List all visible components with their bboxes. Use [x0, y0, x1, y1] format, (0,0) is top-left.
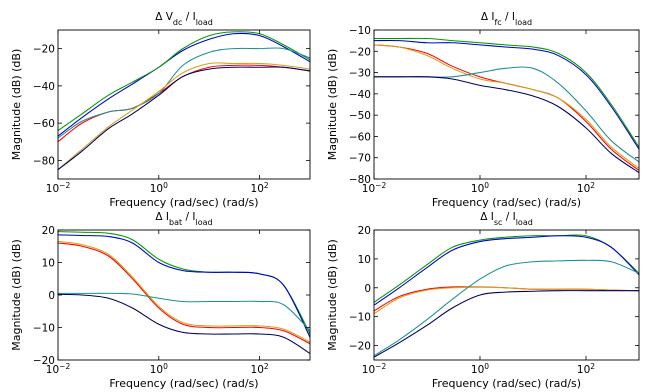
series-line-green [57, 31, 311, 132]
y-tick-label: −40 [349, 89, 371, 101]
y-tick-label: 10 [358, 254, 371, 266]
x-tick-label: 10−2 [46, 362, 71, 377]
series-line-orange [373, 44, 640, 169]
series-line-green [57, 231, 311, 335]
y-axis-label: Magnitude (dB) (dB) [326, 49, 339, 161]
series-line-navy [373, 76, 640, 174]
subplot-title: Δ Isc / Iload [480, 211, 533, 227]
x-tick-label: 10−2 [362, 181, 387, 196]
plot-frame [57, 229, 311, 361]
series-line-orange [57, 62, 311, 171]
series-line-orange [57, 240, 311, 343]
series-line-green [373, 37, 640, 148]
series-line-navy [57, 293, 311, 355]
y-tick-label: −60 [349, 131, 371, 143]
series-line-red [57, 242, 311, 345]
x-tick-label: 100 [150, 181, 168, 196]
x-tick-label: 10−2 [362, 362, 387, 377]
series-line-blue [57, 234, 311, 338]
y-axis-label: Magnitude (dB) (dB) [326, 239, 339, 351]
y-tick-label: 0 [364, 283, 371, 295]
y-tick-label: −40 [33, 81, 55, 93]
y-tick-label: −30 [349, 68, 371, 80]
y-tick-label: −20 [349, 46, 371, 58]
x-tick-label: 100 [471, 362, 489, 377]
y-tick-label: −20 [33, 44, 55, 56]
plot-frame [373, 29, 640, 180]
x-tick-label: 102 [577, 181, 595, 196]
series-line-green [373, 234, 640, 303]
series-group [373, 37, 640, 174]
x-tick-label: 102 [577, 362, 595, 377]
series-line-orange [373, 286, 640, 315]
x-tick-label: 102 [251, 362, 269, 377]
series-line-teal [57, 292, 311, 332]
series-group [57, 31, 311, 171]
x-axis-label: Frequency (rad/sec) (rad/s) [432, 377, 581, 390]
x-tick-label: 102 [251, 181, 269, 196]
subplot-isc: Δ Isc / Iload −20 −10 0 10 20 10−2 100 102 Freq… [326, 211, 640, 390]
series-line-teal [57, 47, 311, 139]
plot-frame [57, 29, 311, 180]
series-line-blue [373, 39, 640, 150]
series-group [373, 234, 640, 358]
y-tick-label: −70 [349, 153, 371, 165]
y-tick-label: −10 [349, 312, 371, 324]
series-line-blue [373, 235, 640, 306]
y-tick-label: −50 [349, 110, 371, 122]
subplot-title: Δ Ifc / Iload [481, 11, 532, 27]
axis-ticks: −20 −10 0 10 20 10−2 100 102 [349, 225, 639, 376]
y-tick-label: 20 [358, 225, 371, 237]
subplot-vdc: Δ Vdc / Iload −80 −60 −40 −20 10−2 100 102 Fre… [10, 11, 311, 209]
x-tick-label: 10−2 [46, 181, 71, 196]
series-group [57, 231, 311, 355]
y-tick-label: −80 [33, 155, 55, 167]
series-line-navy [373, 290, 640, 358]
subplot-title: Δ Vdc / Iload [155, 11, 213, 27]
y-axis-label: Magnitude (dB) (dB) [10, 49, 23, 161]
subplot-ibat: Δ Ibat / Iload −20 −10 0 10 20 10−2 100 102 Fre… [10, 211, 311, 390]
y-tick-label: −80 [349, 174, 371, 186]
x-axis-label: Frequency (rad/sec) (rad/s) [109, 196, 258, 209]
x-axis-label: Frequency (rad/sec) (rad/s) [432, 196, 581, 209]
y-tick-label: 0 [48, 290, 55, 302]
y-tick-label: −10 [33, 323, 55, 335]
y-axis-label: Magnitude (dB) (dB) [10, 239, 23, 351]
subplot-title: Δ Ibat / Iload [155, 211, 212, 227]
axis-ticks: −80 −70 −60 −50 −40 −30 −20 −10 10−2 100 102 [349, 25, 639, 195]
series-line-blue [57, 32, 311, 137]
axis-ticks: −80 −60 −40 −20 10−2 100 102 [33, 30, 310, 195]
subplot-ifc: Δ Ifc / Iload −80 −70 −60 −50 −40 −30 −20 −10 10… [326, 11, 640, 209]
series-line-red [373, 44, 640, 172]
y-tick-label: −10 [349, 25, 371, 37]
axis-ticks: −20 −10 0 10 20 10−2 100 102 [33, 225, 310, 376]
series-line-teal [373, 259, 640, 357]
x-axis-label: Frequency (rad/sec) (rad/s) [109, 377, 258, 390]
x-tick-label: 100 [150, 362, 168, 377]
series-line-navy [57, 66, 311, 171]
plot-frame [373, 229, 640, 361]
y-tick-label: 10 [42, 258, 55, 270]
y-tick-label: −60 [33, 118, 55, 130]
x-tick-label: 100 [471, 181, 489, 196]
y-tick-label: 20 [42, 225, 55, 237]
series-line-teal [373, 66, 640, 163]
y-tick-label: −20 [33, 355, 55, 367]
y-tick-label: −20 [349, 341, 371, 353]
